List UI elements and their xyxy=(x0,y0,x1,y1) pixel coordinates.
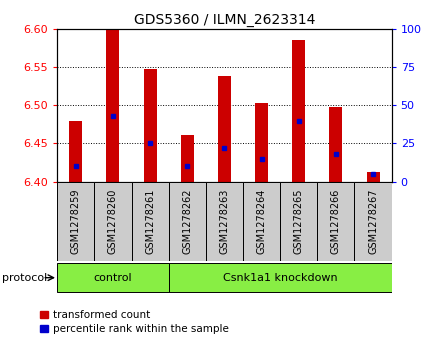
Text: GSM1278259: GSM1278259 xyxy=(71,189,81,254)
Text: GSM1278260: GSM1278260 xyxy=(108,189,118,254)
Title: GDS5360 / ILMN_2623314: GDS5360 / ILMN_2623314 xyxy=(134,13,315,26)
Bar xyxy=(169,182,206,261)
Bar xyxy=(181,135,194,182)
Text: control: control xyxy=(94,273,132,283)
Bar xyxy=(218,76,231,182)
Text: GSM1278261: GSM1278261 xyxy=(145,189,155,254)
Legend: transformed count, percentile rank within the sample: transformed count, percentile rank withi… xyxy=(40,310,229,334)
Bar xyxy=(255,103,268,182)
Text: GSM1278266: GSM1278266 xyxy=(331,189,341,254)
Bar xyxy=(330,107,342,182)
Bar xyxy=(57,263,169,293)
Bar xyxy=(69,121,82,182)
Bar xyxy=(106,29,119,182)
Text: GSM1278263: GSM1278263 xyxy=(220,189,229,254)
Bar xyxy=(206,182,243,261)
Bar xyxy=(317,182,355,261)
Text: GSM1278267: GSM1278267 xyxy=(368,189,378,254)
Text: protocol: protocol xyxy=(2,273,48,283)
Text: GSM1278262: GSM1278262 xyxy=(182,189,192,254)
Text: Csnk1a1 knockdown: Csnk1a1 knockdown xyxy=(223,273,337,283)
Bar xyxy=(57,182,94,261)
Bar xyxy=(169,263,392,293)
Bar xyxy=(280,182,317,261)
Bar xyxy=(355,182,392,261)
Bar xyxy=(243,182,280,261)
Bar xyxy=(292,40,305,182)
Text: GSM1278265: GSM1278265 xyxy=(294,189,304,254)
Bar xyxy=(143,69,157,182)
Bar xyxy=(132,182,169,261)
Text: GSM1278264: GSM1278264 xyxy=(257,189,267,254)
Bar xyxy=(367,172,380,182)
Bar xyxy=(94,182,132,261)
